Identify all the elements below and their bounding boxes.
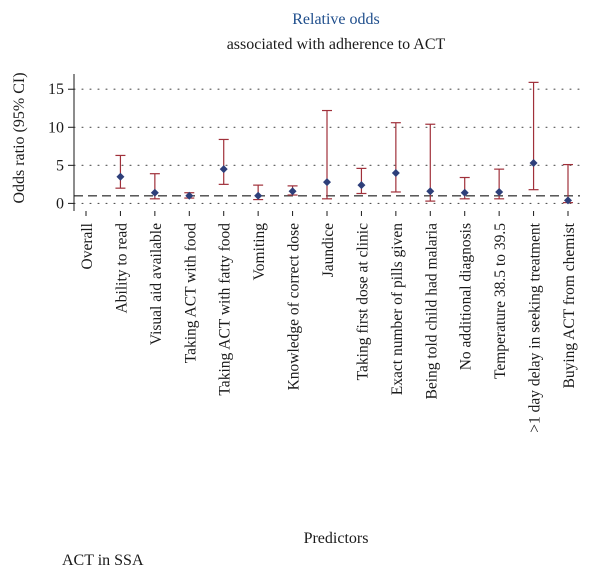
- x-tick-label: Exact number of pills given: [389, 223, 406, 395]
- point-estimate: [357, 181, 366, 190]
- x-tick-label: Being told child had malaria: [423, 223, 440, 400]
- x-tick-label: Vomiting: [251, 223, 268, 281]
- x-tick-label: Ability to read: [113, 223, 130, 314]
- x-tick-label: Jaundice: [320, 223, 337, 277]
- point-estimate: [323, 178, 331, 187]
- point-estimate: [426, 187, 435, 196]
- x-tick-label: >1 day delay in seeking treatment: [527, 222, 544, 432]
- point-estimate: [116, 172, 125, 181]
- y-tick-label: 15: [48, 81, 64, 98]
- point-estimate: [254, 191, 263, 200]
- x-tick-label: Overall: [79, 223, 96, 269]
- chart-subtitle: associated with adherence to ACT: [227, 36, 446, 53]
- x-tick-label: Temperature 38.5 to 39.5: [492, 223, 509, 379]
- chart-title: Relative odds: [292, 11, 380, 28]
- point-estimate: [529, 159, 538, 168]
- point-estimate: [391, 168, 400, 177]
- point-estimate: [460, 188, 469, 197]
- y-ticks: 0 5 10 15: [48, 81, 74, 212]
- y-axis-label: Odds ratio (95% CI): [11, 72, 28, 203]
- x-ticks: Overall Ability to read Visual aid availab…: [79, 211, 578, 433]
- x-tick-label: Taking first dose at clinic: [354, 223, 371, 380]
- point-estimates: [116, 159, 572, 205]
- point-estimate: [564, 196, 572, 205]
- x-tick-label: Taking ACT with food: [182, 223, 199, 364]
- x-tick-label: Visual aid available: [148, 223, 165, 345]
- x-tick-label: No additional diagnosis: [458, 223, 475, 370]
- point-estimate: [150, 188, 159, 197]
- footnote: ACT in SSA: [62, 552, 144, 569]
- confidence-intervals: [115, 81, 573, 204]
- point-estimate: [185, 191, 194, 200]
- point-estimate: [288, 187, 297, 196]
- x-tick-label: Taking ACT with fatty food: [217, 223, 234, 396]
- x-tick-label: Knowledge of correct dose: [286, 223, 303, 391]
- y-tick-label: 10: [48, 119, 64, 136]
- point-estimate: [219, 165, 228, 174]
- x-axis-label: Predictors: [304, 530, 369, 547]
- point-estimate: [495, 187, 504, 196]
- y-tick-label: 0: [56, 195, 64, 212]
- x-tick-label: Buying ACT from chemist: [561, 222, 578, 388]
- y-tick-label: 5: [56, 157, 64, 174]
